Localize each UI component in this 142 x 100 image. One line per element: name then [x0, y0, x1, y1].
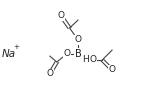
Text: O: O — [63, 50, 70, 58]
Text: O: O — [46, 70, 53, 78]
Text: O: O — [109, 66, 116, 74]
Text: O: O — [89, 56, 97, 64]
Text: O: O — [75, 36, 82, 44]
Text: Na: Na — [2, 49, 16, 59]
Text: B: B — [75, 49, 82, 59]
Text: H: H — [82, 56, 89, 64]
Text: O: O — [58, 12, 65, 20]
Text: +: + — [13, 44, 19, 50]
